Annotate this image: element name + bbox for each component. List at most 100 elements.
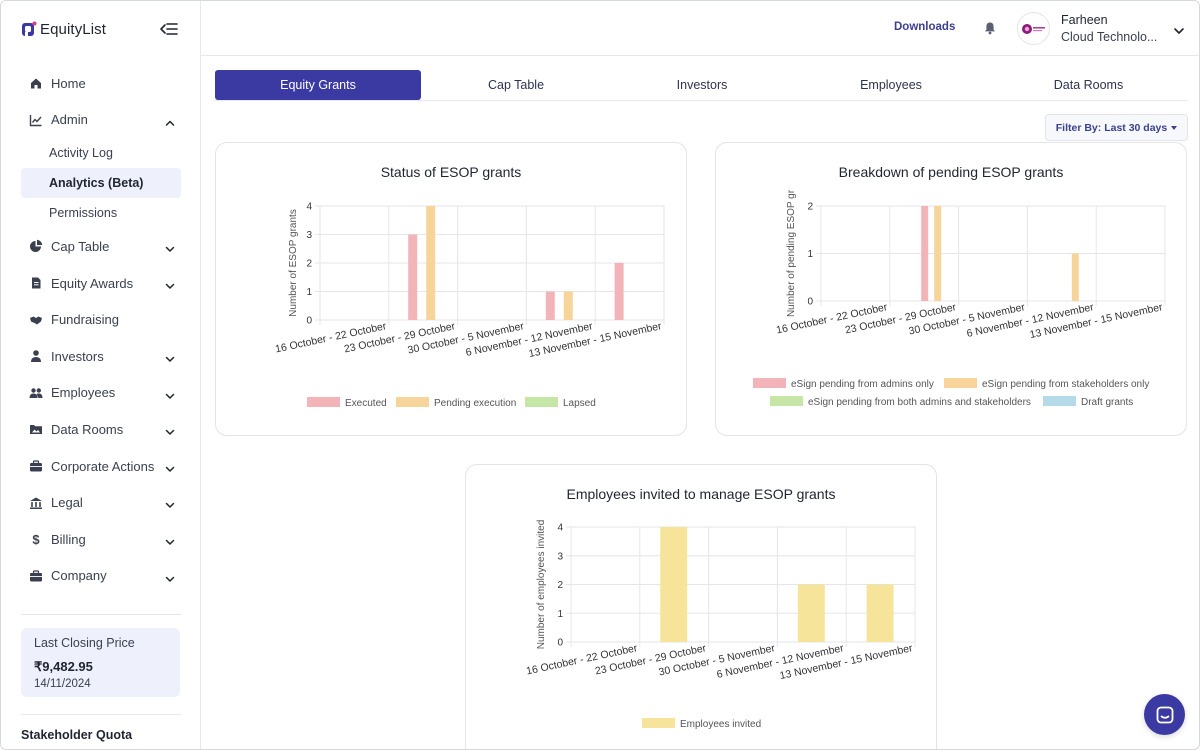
chart-title: Breakdown of pending ESOP grants (838, 164, 1064, 180)
chevron-down-icon[interactable] (165, 241, 175, 252)
tab-data-rooms[interactable]: Data Rooms (1053, 78, 1124, 92)
chevron-down-icon[interactable] (165, 497, 175, 509)
user-menu-chevron-down-icon[interactable] (1173, 23, 1185, 34)
sidebar-divider (21, 614, 181, 615)
sidebar-item-home[interactable]: Home (21, 65, 181, 102)
bar-esign-pending-from-admins-only[interactable] (921, 206, 929, 301)
tab-investors[interactable]: Investors (676, 78, 728, 92)
sidebar-item-company[interactable]: Company (21, 558, 181, 595)
chevron-down-icon[interactable] (165, 388, 175, 399)
legend-label[interactable]: Employees invited (680, 719, 761, 730)
chevron-down-icon[interactable] (165, 571, 175, 582)
price-card-value: ₹9,482.95 (34, 659, 93, 674)
bar-executed[interactable] (545, 291, 555, 321)
chevron-down-icon[interactable] (165, 278, 175, 289)
sidebar-subitem-activity-log[interactable]: Activity Log (49, 146, 113, 161)
tab-equity-grants[interactable]: Equity Grants (215, 70, 421, 100)
chart-title: Status of ESOP grants (380, 164, 522, 180)
price-card-date: 14/11/2024 (34, 678, 91, 690)
brand[interactable]: EquityList (21, 19, 106, 39)
legend-label[interactable]: Draft grants (1081, 397, 1133, 408)
chat-icon (1156, 706, 1173, 723)
bar-employees-invited[interactable] (660, 527, 688, 642)
legend-label[interactable]: eSign pending from stakeholders only (982, 379, 1149, 390)
sidebar-item-label: Investors (51, 348, 104, 364)
chat-support-button[interactable] (1144, 694, 1185, 735)
downloads-link[interactable]: Downloads (894, 21, 956, 33)
bar-employees-invited[interactable] (866, 584, 894, 643)
briefcase-icon (29, 459, 43, 473)
legend-label[interactable]: Executed (345, 398, 387, 409)
sidebar-item-employees[interactable]: Employees (21, 375, 181, 412)
sidebar-item-legal[interactable]: Legal (21, 484, 181, 521)
user-name: Farheen (1061, 13, 1108, 27)
price-card-title: Last Closing Price (34, 636, 135, 650)
chevron-down-icon[interactable] (165, 461, 175, 472)
user-company: Cloud Technolo... (1061, 30, 1158, 44)
y-tick-label: 1 (807, 249, 813, 260)
y-tick-label: 2 (306, 259, 312, 270)
sidebar-item-label: Home (51, 75, 86, 91)
tab-cap-table[interactable]: Cap Table (487, 78, 545, 92)
chevron-down-icon[interactable] (165, 351, 175, 362)
sidebar-item-data-rooms[interactable]: Data Rooms (21, 411, 181, 448)
bar-employees-invited[interactable] (797, 584, 825, 643)
sidebar-item-investors[interactable]: Investors (21, 338, 181, 375)
dollar-icon: $ (29, 532, 43, 546)
section-tabs: Equity Grants Cap Table Investors Employ… (215, 70, 1188, 101)
chevron-up-icon[interactable] (165, 115, 175, 126)
legend-label[interactable]: Lapsed (563, 398, 596, 409)
tab-employees[interactable]: Employees (860, 78, 922, 92)
sidebar-item-label: Admin (51, 112, 88, 128)
bar-esign-pending-from-stakeholders-only[interactable] (934, 206, 942, 301)
company-avatar[interactable] (1017, 12, 1050, 45)
bar-pending-execution[interactable] (426, 206, 436, 320)
bar-esign-pending-from-stakeholders-only[interactable] (1071, 253, 1079, 302)
bar-executed[interactable] (614, 263, 624, 320)
sidebar-item-label: Cap Table (51, 238, 110, 254)
sidebar-divider (21, 714, 181, 715)
legend-swatch (525, 397, 558, 407)
legend-swatch (944, 378, 977, 388)
legend-label[interactable]: Pending execution (434, 398, 516, 409)
chevron-down-icon[interactable] (165, 424, 175, 435)
collapse-sidebar-icon[interactable] (159, 20, 179, 38)
y-tick-label: 1 (306, 287, 312, 298)
bank-icon (29, 496, 43, 510)
sidebar-item-cap-table[interactable]: Cap Table (21, 228, 181, 265)
y-tick-label: 0 (807, 297, 813, 308)
filter-label: Filter By: Last 30 days (1055, 121, 1168, 134)
bar-pending-execution[interactable] (563, 291, 573, 321)
notification-bell-icon[interactable] (983, 21, 997, 35)
svg-text:$: $ (32, 532, 40, 546)
chevron-down-icon[interactable] (165, 534, 175, 545)
sidebar-item-admin[interactable]: Admin (21, 102, 181, 139)
sidebar-item-fundraising[interactable]: Fundraising (21, 301, 181, 338)
y-tick-label: 3 (306, 230, 312, 241)
legend-label[interactable]: eSign pending from admins only (791, 379, 934, 390)
sidebar-item-label: Fundraising (51, 312, 119, 328)
y-axis-label: Number of ESOP grants (288, 209, 299, 317)
sidebar-item-billing[interactable]: $ Billing (21, 521, 181, 558)
users-icon (29, 386, 43, 400)
sidebar-subitem-permissions[interactable]: Permissions (49, 206, 118, 221)
sidebar-nav: Home Admin Activity Log Analytics (Beta) Per… (21, 65, 181, 594)
equitylist-logo-icon (21, 21, 37, 37)
bar-executed[interactable] (408, 234, 418, 321)
sidebar-item-corporate-actions[interactable]: Corporate Actions (21, 448, 181, 485)
legend-label[interactable]: eSign pending from both admins and stake… (808, 397, 1031, 408)
y-tick-label: 1 (557, 609, 563, 620)
pie-chart-icon (29, 239, 43, 253)
legend-swatch (1043, 396, 1076, 406)
top-header: Downloads Farheen Cloud Technolo... (201, 1, 1199, 56)
y-axis-label: Number of employees invited (536, 520, 547, 650)
briefcase-icon (29, 569, 43, 583)
sidebar-item-equity-awards[interactable]: Equity Awards (21, 265, 181, 302)
y-tick-label: 3 (557, 551, 563, 562)
person-tie-icon (29, 349, 43, 363)
sidebar-subitem-analytics-beta[interactable]: Analytics (Beta) (21, 168, 181, 199)
date-filter-dropdown[interactable]: Filter By: Last 30 days (1045, 114, 1188, 141)
y-tick-label: 2 (807, 202, 813, 213)
